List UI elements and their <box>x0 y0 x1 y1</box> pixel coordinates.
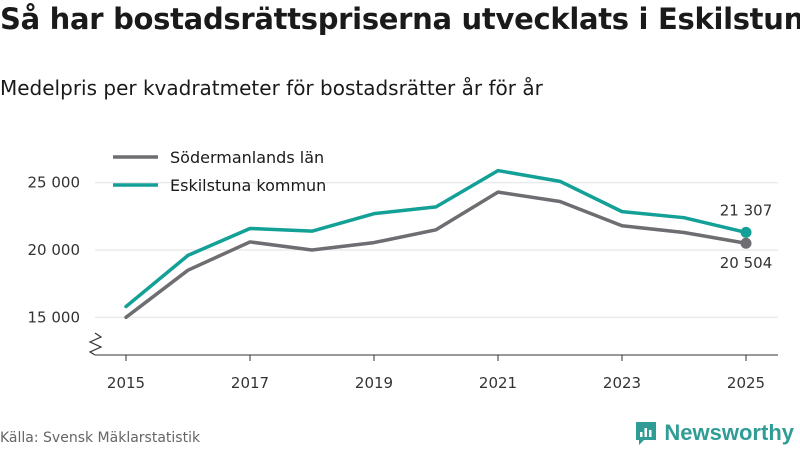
source-note: Källa: Svensk Mäklarstatistik <box>0 430 201 446</box>
chart-title: Så har bostadsrättspriserna utvecklats i… <box>0 2 800 36</box>
y-tick-label: 20 000 <box>28 241 81 259</box>
legend-label: Eskilstuna kommun <box>170 176 326 195</box>
x-tick-label: 2025 <box>727 374 765 392</box>
end-value-label: 21 307 <box>720 201 773 219</box>
legend: Södermanlands län Eskilstuna kommun <box>113 148 326 195</box>
brand-logo: Newsworthy <box>634 420 794 446</box>
axis-break-marker <box>88 332 103 356</box>
chart-subtitle: Medelpris per kvadratmeter för bostadsrä… <box>0 76 543 100</box>
series-lines <box>124 168 752 320</box>
series-line <box>124 168 748 309</box>
x-tick-label: 2015 <box>107 374 145 392</box>
x-tick-label: 2019 <box>355 374 393 392</box>
axes: 15 000 20 000 25 000 2015 2017 2019 2021 2023 20… <box>28 174 778 392</box>
series-line <box>124 190 748 320</box>
x-tick-label: 2023 <box>603 374 641 392</box>
line-chart: 15 000 20 000 25 000 2015 2017 2019 2021 2023 20… <box>28 148 778 392</box>
data-labels: 20 504 21 307 <box>720 201 773 272</box>
y-tick-label: 15 000 <box>28 308 81 326</box>
end-point <box>740 237 752 249</box>
brand-name: Newsworthy <box>664 420 794 445</box>
gridlines <box>95 182 778 318</box>
end-value-label: 20 504 <box>720 254 773 272</box>
legend-label: Södermanlands län <box>170 148 324 167</box>
x-tick-label: 2021 <box>479 374 517 392</box>
x-tick-label: 2017 <box>231 374 269 392</box>
end-point <box>740 226 752 238</box>
y-tick-label: 25 000 <box>28 174 81 192</box>
newsworthy-logo-icon <box>636 422 657 445</box>
